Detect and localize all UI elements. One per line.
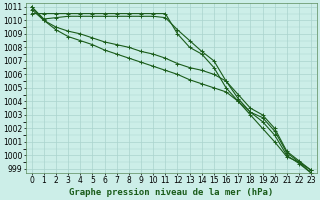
X-axis label: Graphe pression niveau de la mer (hPa): Graphe pression niveau de la mer (hPa): [69, 188, 274, 197]
